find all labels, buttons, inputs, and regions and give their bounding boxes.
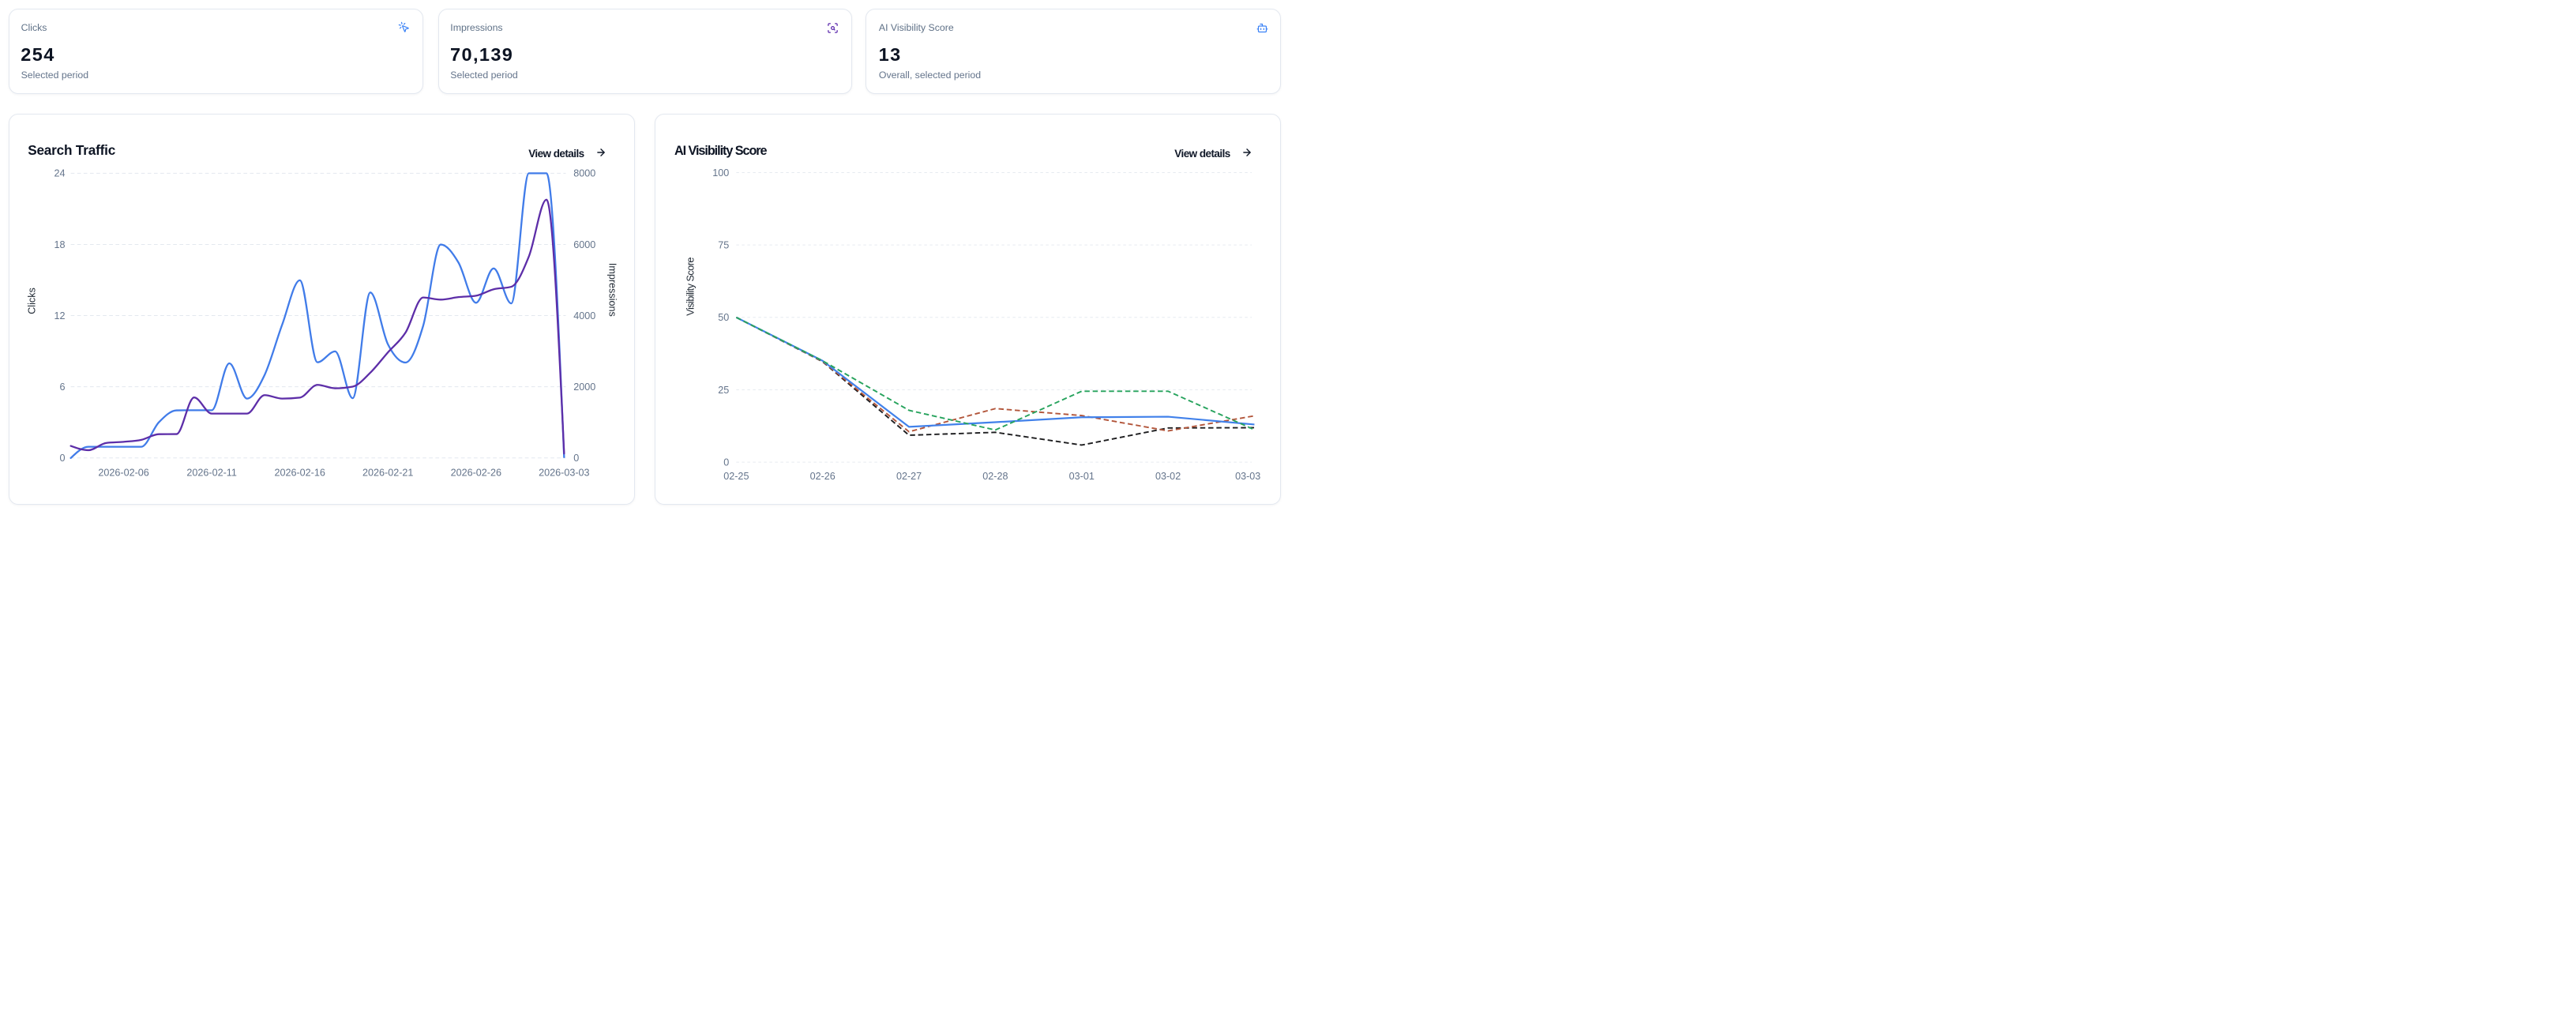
svg-text:2026-02-26: 2026-02-26 <box>450 468 501 479</box>
svg-text:4000: 4000 <box>573 310 595 321</box>
svg-text:2026-03-03: 2026-03-03 <box>539 468 589 479</box>
svg-text:Visibility Score: Visibility Score <box>685 258 696 316</box>
svg-text:02-27: 02-27 <box>896 471 922 482</box>
svg-text:12: 12 <box>54 310 65 321</box>
svg-text:2026-02-21: 2026-02-21 <box>362 468 413 479</box>
svg-text:2000: 2000 <box>573 382 595 393</box>
svg-text:02-25: 02-25 <box>723 471 749 482</box>
svg-text:25: 25 <box>718 385 729 396</box>
svg-text:24: 24 <box>54 168 65 179</box>
svg-text:8000: 8000 <box>573 168 595 179</box>
svg-text:0: 0 <box>723 457 729 468</box>
svg-text:03-01: 03-01 <box>1068 471 1094 482</box>
svg-text:100: 100 <box>712 167 729 179</box>
svg-text:02-26: 02-26 <box>809 471 835 482</box>
svg-text:2026-02-06: 2026-02-06 <box>98 468 148 479</box>
svg-text:0: 0 <box>573 453 579 464</box>
svg-text:02-28: 02-28 <box>982 471 1008 482</box>
svg-text:2026-02-16: 2026-02-16 <box>274 468 325 479</box>
svg-text:75: 75 <box>718 240 729 251</box>
svg-text:6: 6 <box>59 382 65 393</box>
svg-text:Impressions: Impressions <box>606 263 618 317</box>
svg-text:03-03: 03-03 <box>1235 471 1260 482</box>
svg-text:0: 0 <box>59 453 65 464</box>
svg-text:50: 50 <box>718 312 729 323</box>
svg-text:2026-02-11: 2026-02-11 <box>186 468 237 479</box>
svg-text:18: 18 <box>54 239 65 250</box>
svg-text:6000: 6000 <box>573 239 595 250</box>
svg-text:Clicks: Clicks <box>26 288 37 314</box>
svg-text:03-02: 03-02 <box>1155 471 1181 482</box>
